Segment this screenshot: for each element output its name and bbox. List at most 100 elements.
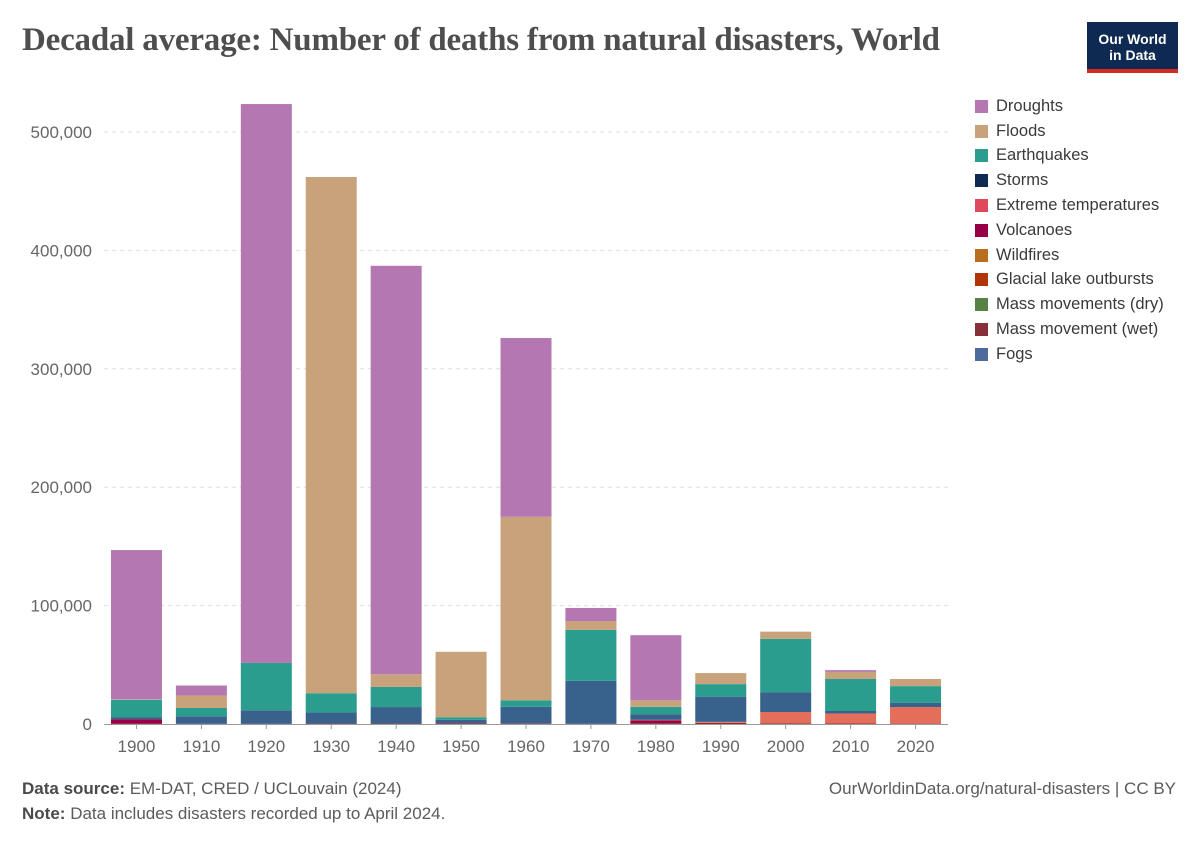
x-tick-label: 1940 <box>377 737 415 756</box>
y-tick-label: 400,000 <box>31 241 92 260</box>
bar-segment-droughts[interactable] <box>370 265 422 675</box>
bar-segment-storms[interactable] <box>565 680 617 724</box>
legend-item[interactable]: Storms <box>975 168 1164 193</box>
legend-item[interactable]: Floods <box>975 119 1164 144</box>
bar-segment-earthquakes[interactable] <box>760 638 812 693</box>
bar-segment-droughts[interactable] <box>630 635 682 701</box>
legend-swatch <box>975 248 988 262</box>
bar-segment-earthquakes[interactable] <box>565 629 617 681</box>
bar-segment-earthquakes[interactable] <box>370 686 422 708</box>
bar-stack-1990[interactable] <box>695 673 747 724</box>
license-text: | CC BY <box>1114 779 1176 798</box>
bar-segment-extreme-temperatures[interactable] <box>760 712 812 724</box>
bar-segment-storms[interactable] <box>370 707 422 724</box>
bar-segment-storms[interactable] <box>760 692 812 713</box>
bar-segment-mass-movement-wet-[interactable] <box>695 722 747 724</box>
x-tick-label: 1900 <box>118 737 156 756</box>
bar-segment-extreme-temperatures[interactable] <box>825 713 877 724</box>
bar-segment-storms[interactable] <box>305 712 357 724</box>
legend-item[interactable]: Earthquakes <box>975 144 1164 169</box>
bar-stack-2010[interactable] <box>825 670 877 724</box>
bar-segment-earthquakes[interactable] <box>500 700 552 707</box>
bar-segment-floods[interactable] <box>825 671 877 680</box>
x-tick-label: 2010 <box>832 737 870 756</box>
bar-segment-volcanoes[interactable] <box>630 720 682 724</box>
bar-stack-1930[interactable] <box>305 176 357 724</box>
legend-swatch <box>975 223 988 237</box>
bar-segment-volcanoes[interactable] <box>110 719 162 724</box>
legend-label: Fogs <box>996 344 1033 363</box>
bar-segment-earthquakes[interactable] <box>240 662 292 711</box>
bar-segment-earthquakes[interactable] <box>435 717 487 720</box>
legend-item[interactable]: Mass movement (wet) <box>975 317 1164 342</box>
bar-segment-storms[interactable] <box>240 710 292 724</box>
bar-stack-1980[interactable] <box>630 635 682 724</box>
source-url-link[interactable]: OurWorldinData.org/natural-disasters <box>828 779 1111 798</box>
legend-swatch <box>975 149 988 163</box>
bar-segment-floods[interactable] <box>305 176 357 694</box>
legend-label: Floods <box>996 121 1046 140</box>
owid-logo[interactable]: Our World in Data <box>1087 22 1178 73</box>
y-axis-ticks: 0 100,000 200,000 300,000 400,000 500,000 <box>31 123 92 734</box>
bar-segment-extreme-temperatures[interactable] <box>695 721 747 723</box>
bar-stack-1910[interactable] <box>175 685 227 724</box>
logo-line-2: in Data <box>1109 47 1156 63</box>
bar-segment-droughts[interactable] <box>240 104 292 663</box>
bar-segment-extreme-temperatures[interactable] <box>890 707 942 724</box>
bar-segment-storms[interactable] <box>825 710 877 714</box>
legend-item[interactable]: Mass movements (dry) <box>975 292 1164 317</box>
legend-item[interactable]: Glacial lake outbursts <box>975 268 1164 293</box>
bar-segment-earthquakes[interactable] <box>305 693 357 713</box>
legend-item[interactable]: Droughts <box>975 94 1164 119</box>
bar-segment-floods[interactable] <box>760 631 812 639</box>
bar-segment-earthquakes[interactable] <box>630 706 682 715</box>
x-tick-label: 2000 <box>767 737 805 756</box>
bar-segment-droughts[interactable] <box>110 550 162 700</box>
bar-segment-floods[interactable] <box>435 651 487 718</box>
legend-item[interactable]: Fogs <box>975 342 1164 367</box>
bar-segment-floods[interactable] <box>565 620 617 630</box>
bar-stack-1960[interactable] <box>500 338 552 724</box>
bar-stack-2000[interactable] <box>760 631 812 724</box>
bar-segment-mass-movement-wet-[interactable] <box>630 723 682 724</box>
bar-segment-storms[interactable] <box>500 706 552 724</box>
legend-item[interactable]: Extreme temperatures <box>975 193 1164 218</box>
y-tick-label: 100,000 <box>31 597 92 616</box>
bar-segment-storms[interactable] <box>695 696 747 722</box>
bar-segment-floods[interactable] <box>500 516 552 701</box>
legend-item[interactable]: Wildfires <box>975 243 1164 268</box>
bars <box>110 104 942 724</box>
bar-segment-storms[interactable] <box>630 714 682 720</box>
bar-stack-1920[interactable] <box>240 104 292 724</box>
bar-segment-storms[interactable] <box>435 719 487 724</box>
bar-stack-1940[interactable] <box>370 265 422 724</box>
bar-segment-floods[interactable] <box>695 673 747 685</box>
bar-stack-1970[interactable] <box>565 607 617 724</box>
bar-stack-1900[interactable] <box>110 550 162 724</box>
bar-segment-floods[interactable] <box>175 695 227 709</box>
bar-segment-earthquakes[interactable] <box>175 708 227 717</box>
bar-segment-storms[interactable] <box>175 716 227 724</box>
legend: Droughts Floods Earthquakes Storms Extreme t… <box>975 94 1164 367</box>
bar-segment-droughts[interactable] <box>825 670 877 672</box>
bar-segment-floods[interactable] <box>890 679 942 687</box>
x-tick-label: 1990 <box>702 737 740 756</box>
bar-segment-storms[interactable] <box>890 702 942 708</box>
x-tick-label: 1910 <box>182 737 220 756</box>
legend-swatch <box>975 323 988 337</box>
bar-segment-earthquakes[interactable] <box>695 684 747 697</box>
bar-stack-1950[interactable] <box>435 651 487 724</box>
bar-stack-2020[interactable] <box>890 679 942 724</box>
bar-segment-droughts[interactable] <box>500 338 552 517</box>
bar-segment-earthquakes[interactable] <box>825 679 877 711</box>
bar-segment-earthquakes[interactable] <box>110 699 162 718</box>
legend-item[interactable]: Volcanoes <box>975 218 1164 243</box>
bar-segment-extreme-temperatures[interactable] <box>630 719 682 721</box>
bar-segment-droughts[interactable] <box>565 607 617 621</box>
bar-segment-floods[interactable] <box>630 700 682 707</box>
bar-segment-earthquakes[interactable] <box>890 686 942 703</box>
bar-segment-floods[interactable] <box>370 674 422 687</box>
bar-segment-droughts[interactable] <box>175 685 227 696</box>
bar-segment-mass-movement-wet-[interactable] <box>760 723 812 724</box>
bar-segment-storms[interactable] <box>110 717 162 720</box>
